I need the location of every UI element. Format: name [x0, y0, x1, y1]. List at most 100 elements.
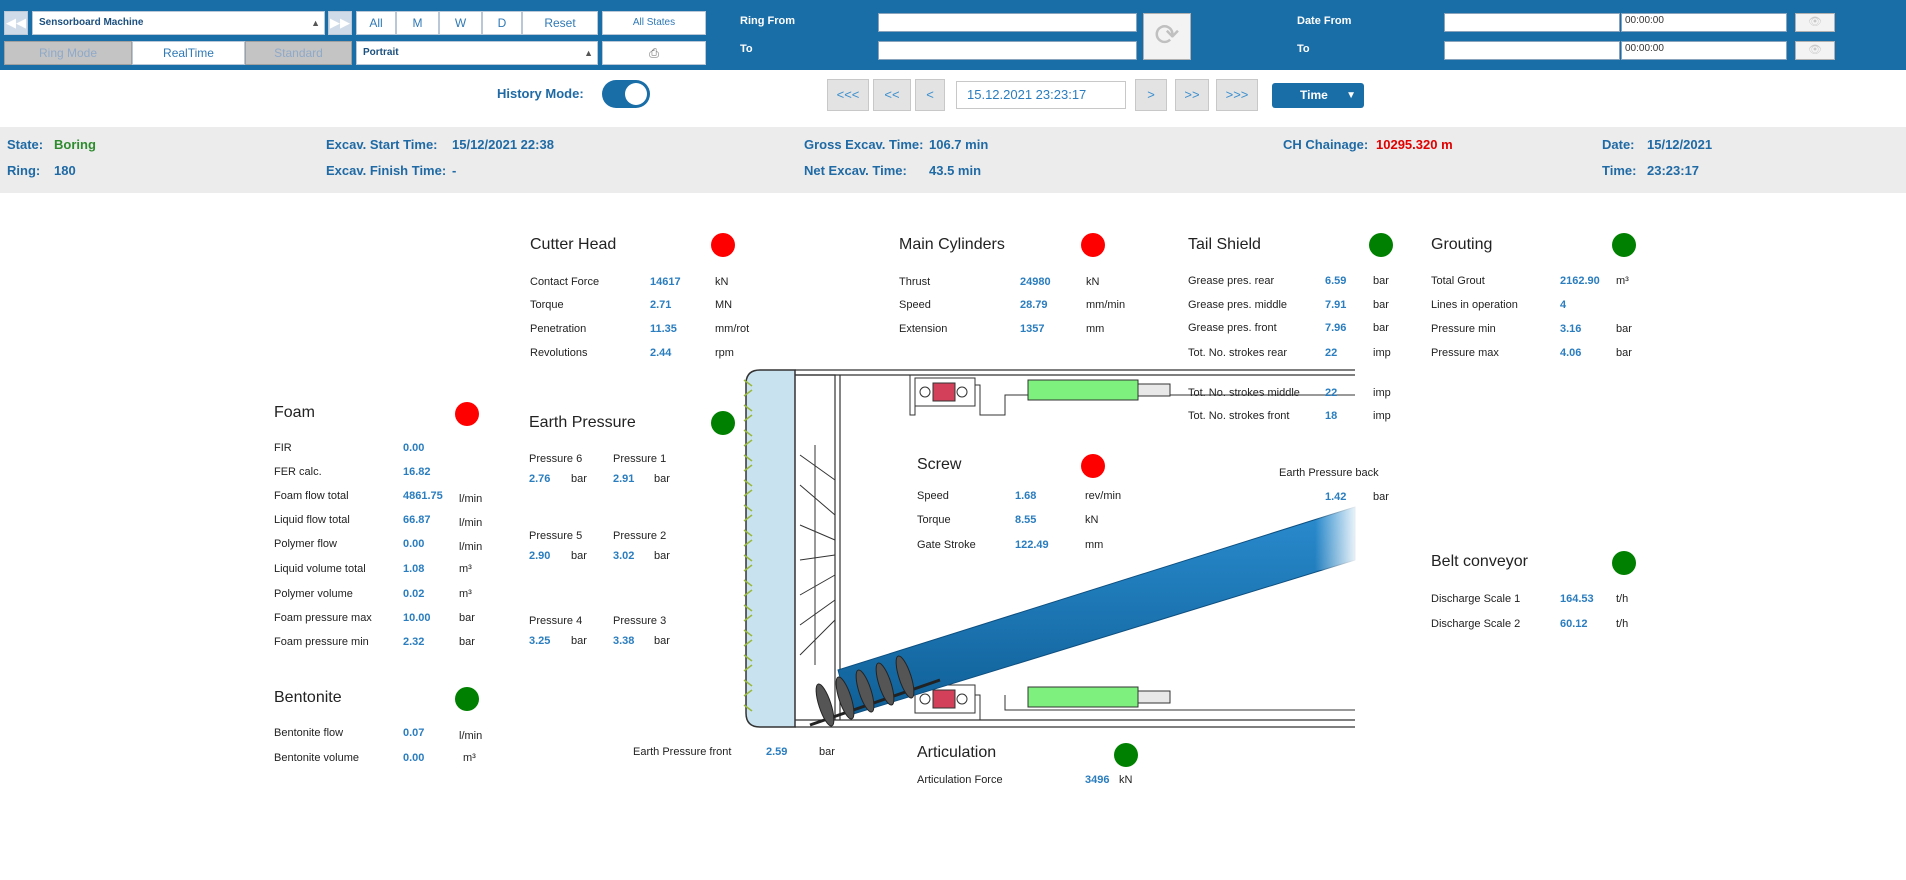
layout-select[interactable]: Portrait ▲: [356, 41, 598, 65]
articulation-label: Articulation Force: [917, 774, 1003, 786]
pressure-sensor-value: 2.90: [529, 550, 551, 562]
thrust-cylinder-lower: [910, 684, 1355, 720]
foam-value: 10.00: [403, 612, 431, 624]
date-from-time-input[interactable]: 00:00:00: [1621, 13, 1787, 32]
ring-to-input[interactable]: [878, 41, 1137, 60]
grouting-label: Pressure max: [1431, 347, 1499, 359]
pressure-sensor-label: Pressure 5: [529, 530, 583, 542]
cutter-head-value: 11.35: [650, 323, 677, 335]
period-all-button[interactable]: All: [356, 11, 396, 35]
tab-ring-mode[interactable]: Ring Mode: [4, 41, 132, 65]
excav-start-value: 15/12/2021 22:38: [452, 137, 554, 152]
time-value: 23:23:17: [1647, 163, 1700, 178]
screw-unit: kN: [1085, 514, 1099, 526]
grouting-title: Grouting: [1431, 236, 1493, 253]
date-from-input[interactable]: [1444, 13, 1620, 32]
belt-conveyor-value: 60.12: [1560, 618, 1588, 630]
date-to-picker-button[interactable]: 👁: [1795, 41, 1835, 60]
date-to-input[interactable]: [1444, 41, 1620, 60]
print-button[interactable]: ⎙: [602, 41, 706, 65]
grouting-value: 4: [1560, 299, 1567, 311]
belt-conveyor-status-indicator: [1612, 551, 1636, 575]
excav-start-label: Excav. Start Time:: [326, 137, 438, 152]
reset-button[interactable]: Reset: [522, 11, 598, 35]
prev-machine-button[interactable]: ◀◀: [4, 11, 28, 35]
chevron-down-icon: ▼: [1346, 90, 1356, 101]
tail-shield-value: 7.91: [1325, 299, 1347, 311]
tail-shield-status-indicator: [1369, 233, 1393, 257]
net-excav-value: 43.5 min: [929, 163, 982, 178]
belt-conveyor-value: 164.53: [1560, 593, 1594, 605]
ring-from-input[interactable]: [878, 13, 1137, 32]
grouting-value: 2162.90: [1560, 275, 1600, 287]
foam-label: Foam pressure max: [274, 612, 372, 624]
foam-label: Foam pressure min: [274, 636, 369, 648]
cutter-tools: [743, 379, 753, 712]
date-to-time-input[interactable]: 00:00:00: [1621, 41, 1787, 60]
cutter-head-title: Cutter Head: [530, 236, 617, 253]
nav-prev-button[interactable]: <: [915, 79, 945, 111]
state-value: Boring: [54, 137, 96, 152]
foam-value: 4861.75: [403, 490, 443, 502]
state-label: State:: [7, 137, 44, 152]
pressure-sensor-unit: bar: [571, 635, 587, 647]
screw-title: Screw: [917, 456, 962, 473]
earth-pressure-front-unit: bar: [819, 746, 835, 758]
tbm-diagram: [743, 369, 1360, 728]
time-mode-select[interactable]: Time ▼: [1272, 83, 1364, 108]
nav-next-fast-button[interactable]: >>: [1175, 79, 1209, 111]
tail-shield-label: Grease pres. rear: [1188, 275, 1275, 287]
earth-pressure-front-label: Earth Pressure front: [633, 746, 732, 758]
nav-first-button[interactable]: <<<: [827, 79, 869, 111]
pressure-sensor-value: 3.25: [529, 635, 551, 647]
shield-body: [795, 369, 1355, 728]
pressure-sensor-unit: bar: [654, 550, 670, 562]
refresh-icon: ⟳: [1154, 19, 1180, 52]
pressure-sensor-value: 2.91: [613, 473, 635, 485]
tail-shield-value: 6.59: [1325, 275, 1347, 287]
foam-unit: bar: [459, 636, 475, 648]
period-day-button[interactable]: D: [482, 11, 522, 35]
belt-conveyor-unit: t/h: [1616, 593, 1629, 605]
cutter-head-label: Penetration: [530, 323, 587, 335]
time-label: Time:: [1602, 163, 1637, 178]
date-from-picker-button[interactable]: 👁: [1795, 13, 1835, 32]
foam-unit: l/min: [459, 493, 483, 505]
screw-unit: mm: [1085, 539, 1104, 551]
nav-prev-fast-button[interactable]: <<: [873, 79, 911, 111]
nav-next-button[interactable]: >: [1135, 79, 1167, 111]
period-week-button[interactable]: W: [439, 11, 482, 35]
tail-shield-value: 7.96: [1325, 322, 1347, 334]
pressure-sensor-value: 3.38: [613, 635, 635, 647]
foam-value: 0.00: [403, 538, 425, 550]
earth-pressure-title: Earth Pressure: [529, 414, 636, 431]
nav-last-button[interactable]: >>>: [1216, 79, 1258, 111]
cutter-head-unit: mm/rot: [715, 323, 750, 335]
articulation-title: Articulation: [917, 744, 997, 761]
grouting-unit: bar: [1616, 323, 1632, 335]
pressure-sensor-label: Pressure 6: [529, 453, 583, 465]
grouting-label: Lines in operation: [1431, 299, 1518, 311]
pressure-sensor-label: Pressure 4: [529, 615, 583, 627]
history-mode-label: History Mode:: [497, 86, 584, 101]
belt-conveyor-unit: t/h: [1616, 618, 1629, 630]
bulkhead-struts: [799, 445, 836, 665]
history-mode-toggle[interactable]: [602, 80, 650, 108]
datetime-input[interactable]: 15.12.2021 23:23:17: [956, 81, 1126, 109]
grouting-value: 4.06: [1560, 347, 1582, 359]
machine-select[interactable]: Sensorboard Machine ▲: [32, 11, 325, 35]
cutter-head-label: Contact Force: [530, 276, 600, 288]
refresh-button[interactable]: ⟳: [1143, 13, 1191, 60]
foam-label: Foam flow total: [274, 490, 349, 502]
main-cylinders-label: Thrust: [899, 276, 931, 288]
grouting-status-indicator: [1612, 233, 1636, 257]
tab-realtime[interactable]: RealTime: [132, 41, 245, 65]
all-states-button[interactable]: All States: [602, 11, 706, 35]
foam-unit: bar: [459, 612, 475, 624]
cutter-head-unit: kN: [715, 276, 729, 288]
next-machine-button[interactable]: ▶▶: [328, 11, 352, 35]
cutter-face: [745, 369, 796, 728]
period-month-button[interactable]: M: [396, 11, 439, 35]
cutter-head-label: Revolutions: [530, 347, 588, 359]
tab-standard[interactable]: Standard: [245, 41, 352, 65]
